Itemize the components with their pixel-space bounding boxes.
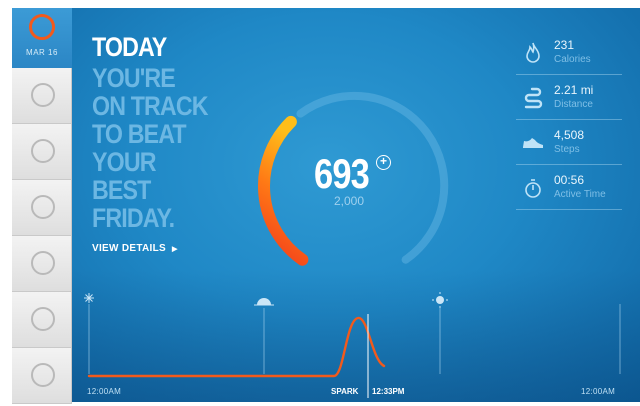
main-panel: TODAY YOU'RE ON TRACK TO BEAT YOUR BEST … [72, 8, 640, 402]
message-line: ON TRACK [92, 91, 209, 121]
moon-icon [613, 293, 620, 307]
sunrise-icon [254, 298, 274, 306]
activity-timeline: 12:00AM 12:00AM SPARK 12:33PM [72, 290, 640, 402]
stat-label: Steps [554, 144, 580, 155]
view-details-link[interactable]: VIEW DETAILS ▶ [92, 243, 178, 254]
message-line: YOU'RE [92, 63, 176, 93]
timeline-graph [84, 292, 621, 398]
motivation-message: YOU'RE ON TRACK TO BEAT YOUR BEST FRIDAY… [92, 64, 247, 232]
progress-ring-icon [31, 83, 55, 107]
add-fuel-button[interactable]: + [376, 155, 391, 170]
day-tab[interactable] [12, 236, 72, 292]
stat-label: Active Time [554, 189, 606, 200]
message-line: TO BEAT [92, 119, 187, 149]
stat-value: 00:56 [554, 173, 585, 187]
spark-label: SPARK [331, 387, 359, 396]
progress-ring-icon [31, 307, 55, 331]
stat-distance: 2.21 mi Distance [516, 75, 622, 120]
progress-ring-icon [31, 195, 55, 219]
stat-value: 231 [554, 38, 575, 52]
gauge-track [296, 91, 449, 264]
day-tab-date: MAR 16 [26, 48, 58, 57]
progress-ring-icon [31, 139, 55, 163]
stat-steps: 4,508 Steps [516, 120, 622, 165]
stat-calories: 231 Calories [516, 30, 622, 75]
progress-ring-icon [29, 14, 55, 40]
gauge-fill [258, 115, 309, 266]
sun-icon [432, 292, 448, 308]
message-line: FRIDAY. [92, 203, 175, 233]
night-star-icon [84, 293, 94, 303]
stat-value: 4,508 [554, 128, 585, 142]
stat-value: 2.21 mi [554, 83, 594, 97]
flame-icon [526, 42, 540, 63]
stats-list: 231 Calories 2.21 mi Distance 4,508 Step… [516, 30, 622, 210]
day-tab[interactable] [12, 68, 72, 124]
day-tab-today[interactable]: MAR 16 [12, 8, 72, 68]
page-title: TODAY [92, 32, 167, 62]
message-line: YOUR [92, 147, 157, 177]
stopwatch-icon [525, 179, 541, 198]
message-line: BEST [92, 175, 151, 205]
spark-time: 12:33PM [372, 387, 405, 396]
progress-ring-icon [31, 251, 55, 275]
progress-ring-icon [31, 363, 55, 387]
day-sidebar: MAR 16 [12, 8, 72, 404]
day-tab[interactable] [12, 180, 72, 236]
activity-line [87, 316, 386, 378]
stat-active-time: 00:56 Active Time [516, 165, 622, 210]
day-tab[interactable] [12, 292, 72, 348]
day-tab[interactable] [12, 124, 72, 180]
view-details-label: VIEW DETAILS [92, 243, 166, 254]
day-tab[interactable] [12, 348, 72, 404]
stat-label: Distance [554, 99, 593, 110]
chevron-right-icon: ▶ [171, 245, 178, 253]
shoe-icon [523, 138, 543, 148]
route-icon [524, 87, 543, 109]
timeline-end-label: 12:00AM [581, 387, 616, 396]
fuel-value: 693 [314, 150, 370, 197]
fuel-goal: 2,000 [334, 194, 365, 208]
progress-gauge [258, 91, 449, 266]
stat-label: Calories [554, 54, 591, 65]
timeline-start-label: 12:00AM [87, 387, 122, 396]
